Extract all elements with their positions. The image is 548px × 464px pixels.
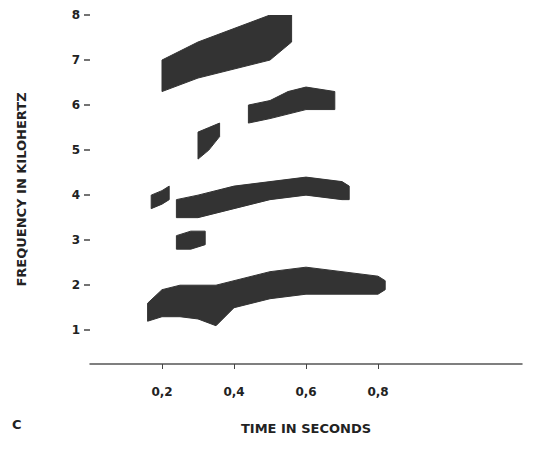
svg-text:7: 7	[72, 53, 80, 67]
svg-text:TIME IN SECONDS: TIME IN SECONDS	[241, 421, 371, 436]
svg-text:C: C	[12, 417, 22, 432]
svg-text:FREQUENCY IN KILOHERTZ: FREQUENCY IN KILOHERTZ	[14, 92, 29, 286]
svg-text:8: 8	[72, 8, 80, 22]
svg-text:0,2: 0,2	[151, 385, 172, 399]
svg-text:5: 5	[72, 143, 80, 157]
svg-text:1: 1	[72, 323, 80, 337]
svg-text:0,8: 0,8	[367, 385, 388, 399]
svg-text:6: 6	[72, 98, 80, 112]
svg-text:4: 4	[72, 188, 80, 202]
svg-text:3: 3	[72, 233, 80, 247]
svg-text:0,4: 0,4	[223, 385, 244, 399]
svg-text:2: 2	[72, 278, 80, 292]
svg-text:0,6: 0,6	[295, 385, 316, 399]
